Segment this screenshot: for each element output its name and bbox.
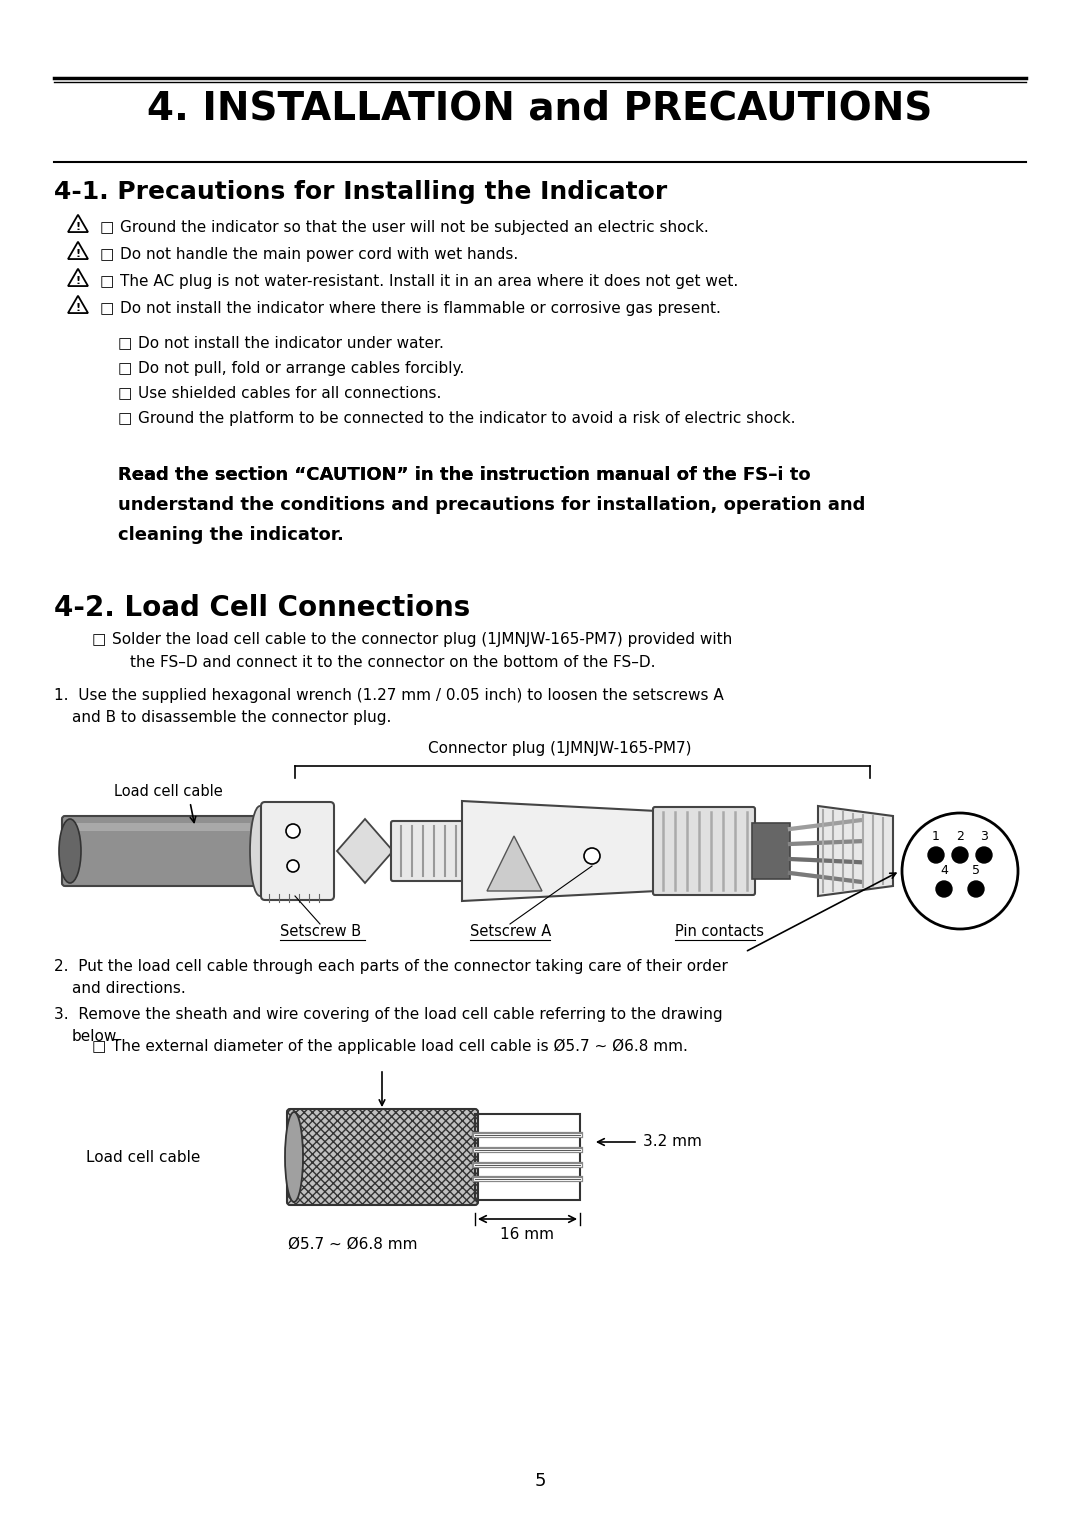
FancyBboxPatch shape <box>261 802 334 899</box>
Text: Setscrew A: Setscrew A <box>470 924 551 939</box>
Text: Read the section “CAUTION” in the instruction manual of the FS–: Read the section “CAUTION” in the instru… <box>118 466 778 484</box>
FancyBboxPatch shape <box>287 1109 478 1205</box>
Text: !: ! <box>76 249 81 260</box>
FancyBboxPatch shape <box>653 806 755 895</box>
Text: 2.  Put the load cell cable through each parts of the connector taking care of t: 2. Put the load cell cable through each … <box>54 959 728 974</box>
Polygon shape <box>68 241 87 260</box>
Text: 3: 3 <box>980 831 988 843</box>
Circle shape <box>936 881 951 896</box>
Text: Load cell cable: Load cell cable <box>85 1150 200 1165</box>
Text: 1.  Use the supplied hexagonal wrench (1.27 mm / 0.05 inch) to loosen the setscr: 1. Use the supplied hexagonal wrench (1.… <box>54 689 724 702</box>
Polygon shape <box>487 835 542 890</box>
FancyBboxPatch shape <box>391 822 467 881</box>
Text: Ground the platform to be connected to the indicator to avoid a risk of electric: Ground the platform to be connected to t… <box>138 411 796 426</box>
Circle shape <box>286 825 300 838</box>
Bar <box>465 835 485 866</box>
Text: Connector plug (1JMNJW-165-PM7): Connector plug (1JMNJW-165-PM7) <box>429 741 692 756</box>
Text: □: □ <box>100 247 114 263</box>
Text: □: □ <box>118 386 133 402</box>
Polygon shape <box>68 269 87 286</box>
Text: □: □ <box>118 360 133 376</box>
Text: Solder the load cell cable to the connector plug (1JMNJW-165-PM7) provided with: Solder the load cell cable to the connec… <box>112 632 732 647</box>
Circle shape <box>584 847 600 864</box>
Circle shape <box>968 881 984 896</box>
Bar <box>752 823 789 880</box>
Text: the FS–D and connect it to the connector on the bottom of the FS–D.: the FS–D and connect it to the connector… <box>130 655 656 670</box>
Text: and B to disassemble the connector plug.: and B to disassemble the connector plug. <box>72 710 391 725</box>
Text: Ground the indicator so that the user will not be subjected an electric shock.: Ground the indicator so that the user wi… <box>120 220 708 235</box>
Text: 4-2. Load Cell Connections: 4-2. Load Cell Connections <box>54 594 470 621</box>
Text: below.: below. <box>72 1029 121 1044</box>
FancyBboxPatch shape <box>62 815 258 886</box>
Text: and directions.: and directions. <box>72 980 186 996</box>
Text: Do not handle the main power cord with wet hands.: Do not handle the main power cord with w… <box>120 247 518 263</box>
Text: 5: 5 <box>972 864 980 876</box>
Text: Do not install the indicator where there is flammable or corrosive gas present.: Do not install the indicator where there… <box>120 301 720 316</box>
Polygon shape <box>68 215 87 232</box>
Polygon shape <box>337 818 393 883</box>
Bar <box>475 1115 580 1200</box>
Text: 3.  Remove the sheath and wire covering of the load cell cable referring to the : 3. Remove the sheath and wire covering o… <box>54 1006 723 1022</box>
Text: □: □ <box>118 336 133 351</box>
Text: 1: 1 <box>932 831 940 843</box>
Text: 16 mm: 16 mm <box>500 1228 554 1241</box>
Ellipse shape <box>59 818 81 883</box>
Text: Pin contacts: Pin contacts <box>675 924 764 939</box>
Circle shape <box>287 860 299 872</box>
Text: The external diameter of the applicable load cell cable is Ø5.7 ∼ Ø6.8 mm.: The external diameter of the applicable … <box>112 1038 688 1054</box>
Text: Ø5.7 ~ Ø6.8 mm: Ø5.7 ~ Ø6.8 mm <box>287 1237 417 1252</box>
Ellipse shape <box>249 806 270 896</box>
Text: The AC plug is not water-resistant. Install it in an area where it does not get : The AC plug is not water-resistant. Inst… <box>120 273 739 289</box>
Circle shape <box>951 847 968 863</box>
Text: understand the conditions and precautions for installation, operation and: understand the conditions and precaution… <box>118 496 865 515</box>
Text: 3.2 mm: 3.2 mm <box>643 1135 702 1150</box>
Ellipse shape <box>285 1112 303 1202</box>
Text: Use shielded cables for all connections.: Use shielded cables for all connections. <box>138 386 442 402</box>
Text: Setscrew B: Setscrew B <box>280 924 361 939</box>
Text: □: □ <box>118 411 133 426</box>
Circle shape <box>928 847 944 863</box>
Polygon shape <box>818 806 893 896</box>
Text: 2: 2 <box>956 831 964 843</box>
Text: Load cell cable: Load cell cable <box>113 783 222 799</box>
Text: □: □ <box>100 220 114 235</box>
Text: !: ! <box>76 302 81 313</box>
Circle shape <box>976 847 993 863</box>
Text: □: □ <box>100 301 114 316</box>
Text: 4-1. Precautions for Installing the Indicator: 4-1. Precautions for Installing the Indi… <box>54 180 667 205</box>
Polygon shape <box>68 296 87 313</box>
Text: □: □ <box>100 273 114 289</box>
Text: !: ! <box>76 221 81 232</box>
Text: 4. INSTALLATION and PRECAUTIONS: 4. INSTALLATION and PRECAUTIONS <box>147 90 933 128</box>
Text: Read the section “CAUTION” in the instruction manual of the FS–i to: Read the section “CAUTION” in the instru… <box>118 466 811 484</box>
Text: 4: 4 <box>940 864 948 876</box>
Text: cleaning the indicator.: cleaning the indicator. <box>118 525 343 544</box>
Text: !: ! <box>76 276 81 286</box>
Bar <box>75 823 249 831</box>
Text: Do not pull, fold or arrange cables forcibly.: Do not pull, fold or arrange cables forc… <box>138 360 464 376</box>
Text: 5: 5 <box>535 1472 545 1490</box>
Text: □: □ <box>92 1038 106 1054</box>
Circle shape <box>902 812 1018 928</box>
Text: Do not install the indicator under water.: Do not install the indicator under water… <box>138 336 444 351</box>
Text: □: □ <box>92 632 106 647</box>
Polygon shape <box>462 802 657 901</box>
